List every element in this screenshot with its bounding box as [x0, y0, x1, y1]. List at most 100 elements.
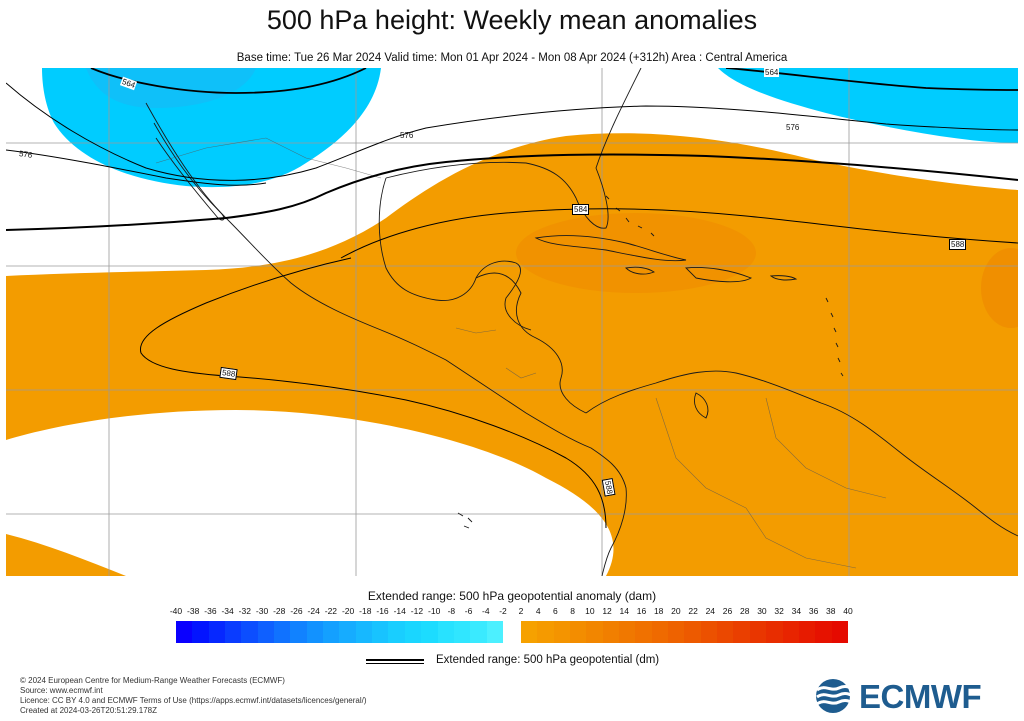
- colorbar-tick-label: 16: [636, 606, 647, 616]
- colorbar-swatch-positive: [831, 621, 848, 643]
- footer-source: Source: www.ecmwf.int: [20, 686, 103, 695]
- colorbar-negative: [176, 621, 503, 643]
- contour-label-588-east: 588: [949, 239, 967, 250]
- colorbar-swatch-positive: [815, 621, 832, 643]
- colorbar-swatch-positive: [684, 621, 701, 643]
- colorbar-tick-label: 2: [518, 606, 524, 616]
- contour-label-584: 584: [572, 204, 590, 215]
- colorbar-tick-label: -36: [204, 606, 217, 616]
- footer-created: Created at 2024-03-26T20:51:29.178Z: [20, 706, 157, 715]
- colorbar-swatch-positive: [586, 621, 603, 643]
- colorbar-swatch-positive: [700, 621, 718, 643]
- colorbar-swatch-negative: [470, 621, 487, 643]
- colorbar-swatch-negative: [404, 621, 422, 643]
- colorbar-swatch-negative: [241, 621, 258, 643]
- colorbar-swatch-negative: [372, 621, 389, 643]
- country-borders: [155, 137, 887, 569]
- colorbar-tick-label: 10: [585, 606, 595, 616]
- positive-anomaly-region: [6, 133, 1018, 576]
- contour-580: [6, 153, 1018, 231]
- ecmwf-wave-logo-icon: [816, 679, 854, 713]
- colorbar-tick-label: 38: [826, 606, 836, 616]
- colorbar-tick-label: -34: [221, 606, 234, 616]
- colorbar-tick-label: -40: [169, 606, 183, 616]
- colorbar-swatch-positive: [782, 621, 799, 643]
- colorbar-tick-label: 18: [653, 606, 664, 616]
- colorbar-swatch-negative: [257, 621, 275, 643]
- footer-copyright: © 2024 European Centre for Medium-Range …: [20, 676, 285, 685]
- colorbar-tick-label: 28: [740, 606, 750, 616]
- colorbar-tick-label: -16: [376, 606, 389, 616]
- colorbar-swatch-negative: [192, 621, 209, 643]
- colorbar-swatch-positive: [619, 621, 636, 643]
- contour-576-southwest: [6, 149, 267, 186]
- colorbar-tick-label: 30: [757, 606, 767, 616]
- graticule: [6, 68, 1018, 576]
- colorbar-swatch-positive: [668, 621, 685, 643]
- colorbar-tick-label: -38: [187, 606, 200, 616]
- logo-text: ECMWF: [859, 678, 982, 715]
- colorbar-tick-label: 40: [843, 606, 853, 616]
- colorbar-swatch-positive: [766, 621, 783, 643]
- footer: © 2024 European Centre for Medium-Range …: [20, 676, 367, 716]
- contour-legend-label: Extended range: 500 hPa geopotential (dm…: [436, 654, 660, 666]
- colorbar-tick-label: -28: [273, 606, 286, 616]
- contour-label-576-center: 576: [400, 131, 414, 140]
- anomaly-map: 564 564 576 576 576 584 588 588 588: [6, 68, 1018, 576]
- colorbar-tick-label: -22: [324, 606, 338, 616]
- colorbar-tick-label: 22: [688, 606, 698, 616]
- map-canvas: [6, 68, 1018, 576]
- colorbar-swatch-negative: [421, 621, 438, 643]
- colorbar-tick-label: 4: [535, 606, 541, 616]
- contour-label-576-east: 576: [786, 123, 800, 132]
- colorbar-swatch-negative: [388, 621, 405, 643]
- colorbar-tick-label: 6: [553, 606, 558, 616]
- colorbar-swatch-positive: [570, 621, 587, 643]
- colorbar-swatch-positive: [635, 621, 652, 643]
- colorbar-tick-label: 14: [619, 606, 629, 616]
- contour-label-564-east: 564: [764, 68, 780, 77]
- colorbar-tick-label: -26: [290, 606, 303, 616]
- neutral-region-west: [6, 220, 248, 273]
- contour-label-588-west: 588: [219, 366, 239, 381]
- positive-anomaly-southwest: [6, 534, 126, 576]
- colorbar-swatch-positive: [651, 621, 669, 643]
- colorbar-tick-label: -14: [393, 606, 406, 616]
- colorbar-swatch-positive: [537, 621, 554, 643]
- colorbar-swatch-negative: [176, 621, 193, 643]
- colorbar-ticks: -40 -38 -36 -34 -32 -30 -28 -26 -24 -22 -20 -18 -16-…: [0, 606, 1024, 618]
- colorbar-swatch-positive: [553, 621, 571, 643]
- colorbar-swatch-negative: [306, 621, 324, 643]
- colorbar-tick-label: -6: [464, 606, 473, 616]
- contour-576-west: [6, 82, 1018, 181]
- colorbar-swatch-negative: [486, 621, 503, 643]
- colorbar-tick-label: -8: [447, 606, 456, 616]
- colorbar-tick-label: 12: [602, 606, 612, 616]
- ecmwf-logo: ECMWF: [815, 678, 985, 715]
- colorbar-swatch-negative: [355, 621, 373, 643]
- colorbar-swatch-negative: [225, 621, 242, 643]
- colorbar-label: Extended range: 500 hPa geopotential ano…: [367, 589, 657, 603]
- colorbar-swatch-negative: [339, 621, 356, 643]
- strong-positive-anomaly-caribbean: [516, 213, 756, 293]
- colorbar-tick-label: -4: [482, 606, 490, 616]
- colorbar-tick-label: 8: [570, 606, 575, 616]
- contour-588: [140, 257, 607, 529]
- colorbar-tick-label: 26: [722, 606, 733, 616]
- colorbar-swatch-positive: [733, 621, 750, 643]
- strong-positive-anomaly-atlantic: [981, 248, 1018, 328]
- colorbar-swatch-negative: [208, 621, 226, 643]
- footer-licence: Licence: CC BY 4.0 and ECMWF Terms of Us…: [20, 696, 367, 705]
- colorbar-tick-label: -24: [307, 606, 320, 616]
- colorbar-swatch-negative: [437, 621, 454, 643]
- negative-anomaly-northeast: [718, 68, 1018, 143]
- colorbar-tick-label: -32: [238, 606, 251, 616]
- colorbar-tick-label: 20: [671, 606, 681, 616]
- colorbar-swatch-negative: [290, 621, 307, 643]
- contour-label-576-west: 576: [18, 149, 33, 160]
- colorbar-tick-label: -20: [341, 606, 355, 616]
- colorbar-positive: [521, 621, 848, 643]
- contour-584: [340, 208, 1018, 259]
- chart-title: 500 hPa height: Weekly mean anomalies: [266, 5, 758, 35]
- chart-subtitle: Base time: Tue 26 Mar 2024 Valid time: M…: [236, 52, 788, 64]
